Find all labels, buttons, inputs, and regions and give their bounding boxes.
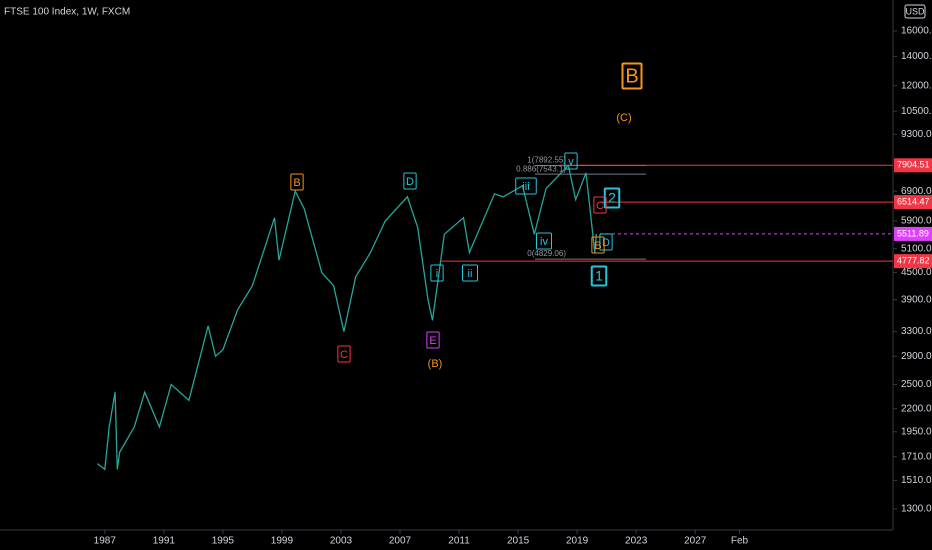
y-tick-label: 3900.00 bbox=[901, 294, 932, 305]
y-tick-label: 10500.00 bbox=[901, 106, 932, 117]
y-tick-label: 5900.00 bbox=[901, 216, 932, 227]
annotation-box bbox=[564, 152, 578, 170]
annotation-box bbox=[462, 264, 478, 282]
annotation-box bbox=[591, 236, 605, 254]
price-tag-label: 6514.47 bbox=[897, 196, 930, 206]
annotation-box bbox=[515, 177, 537, 195]
price-tag bbox=[894, 195, 932, 210]
fib-label: 0.886(7543.1) bbox=[516, 164, 566, 173]
x-tick-label: 2027 bbox=[684, 536, 707, 547]
price-tag-label: 7904.51 bbox=[897, 160, 930, 170]
annotation-box bbox=[621, 62, 643, 90]
y-tick-label: 5100.00 bbox=[901, 243, 932, 254]
y-tick-label: 1510.00 bbox=[901, 475, 932, 486]
wave-label: B bbox=[293, 177, 300, 189]
wave-label: iv bbox=[540, 236, 548, 248]
wave-label: (C) bbox=[616, 112, 631, 124]
wave-label: C bbox=[596, 200, 604, 212]
x-tick-label: 2003 bbox=[330, 536, 353, 547]
x-tick-label: 1995 bbox=[212, 536, 235, 547]
wave-label: v bbox=[568, 156, 574, 168]
y-tick-label: 1710.00 bbox=[901, 451, 932, 462]
annotation-box bbox=[426, 331, 440, 349]
x-tick-label: 2019 bbox=[566, 536, 589, 547]
wave-label: i bbox=[436, 268, 438, 280]
annotation-box bbox=[430, 264, 444, 282]
annotation-box bbox=[599, 233, 613, 251]
wave-label: D bbox=[406, 176, 414, 188]
wave-label: ii bbox=[468, 268, 473, 280]
wave-label: B bbox=[594, 240, 601, 252]
wave-label: 1 bbox=[595, 268, 603, 284]
chart-title: FTSE 100 Index, 1W, FXCM bbox=[4, 7, 130, 18]
y-tick-label: 4500.00 bbox=[901, 267, 932, 278]
price-tag-label: 4777.82 bbox=[897, 256, 930, 266]
wave-label: iii bbox=[522, 181, 529, 193]
annotation-box bbox=[403, 172, 417, 190]
y-tick-label: 9300.00 bbox=[901, 129, 932, 140]
currency-box bbox=[904, 4, 926, 19]
x-tick-label: 1987 bbox=[94, 536, 117, 547]
wave-label: (B) bbox=[428, 358, 443, 370]
annotation-box bbox=[590, 265, 608, 287]
x-tick-label: 2007 bbox=[389, 536, 412, 547]
y-tick-label: 16000.00 bbox=[901, 26, 932, 37]
annotation-box bbox=[536, 232, 552, 250]
fib-label: 1(7892.55) bbox=[527, 156, 566, 165]
x-tick-label: 2015 bbox=[507, 536, 530, 547]
y-tick-label: 2900.00 bbox=[901, 351, 932, 362]
y-tick-label: 3300.00 bbox=[901, 326, 932, 337]
x-tick-label: 1999 bbox=[271, 536, 294, 547]
x-tick-label: 2023 bbox=[625, 536, 648, 547]
wave-label: D bbox=[602, 237, 610, 249]
x-tick-label: 2011 bbox=[448, 536, 470, 547]
wave-label: C bbox=[340, 349, 348, 361]
y-tick-label: 2200.00 bbox=[901, 403, 932, 414]
y-tick-label: 2500.00 bbox=[901, 379, 932, 390]
fib-label: 0(4829.06) bbox=[527, 249, 566, 258]
price-line bbox=[96, 164, 597, 471]
annotation-box bbox=[593, 196, 607, 214]
annotation-box bbox=[290, 173, 304, 191]
wave-label: E bbox=[429, 335, 436, 347]
x-tick-label: 1991 bbox=[153, 536, 176, 547]
y-tick-label: 12000.00 bbox=[901, 80, 932, 91]
wave-label: B bbox=[625, 65, 638, 87]
x-tick-label: Feb bbox=[731, 536, 749, 547]
price-tag-label: 5511.89 bbox=[897, 228, 929, 238]
price-tag bbox=[894, 158, 932, 173]
y-tick-label: 1950.00 bbox=[901, 426, 932, 437]
y-tick-label: 14000.00 bbox=[901, 51, 932, 62]
wave-label: 2 bbox=[608, 190, 616, 206]
currency: USD bbox=[905, 6, 925, 16]
y-tick-label: 1300.00 bbox=[901, 504, 932, 515]
price-tag bbox=[894, 226, 932, 241]
price-tag bbox=[894, 254, 932, 269]
annotation-box bbox=[603, 187, 621, 209]
y-tick-label: 6900.00 bbox=[901, 186, 932, 197]
annotation-box bbox=[337, 345, 351, 363]
